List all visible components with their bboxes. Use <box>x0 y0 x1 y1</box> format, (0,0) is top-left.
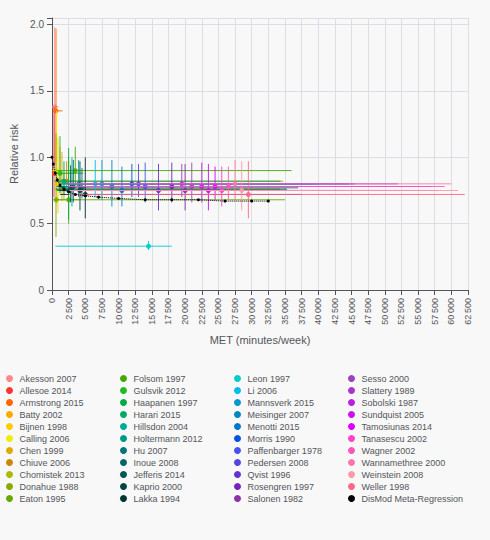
svg-text:20 000: 20 000 <box>180 298 190 325</box>
svg-text:0.5: 0.5 <box>30 218 44 229</box>
svg-text:45 000: 45 000 <box>347 298 357 325</box>
svg-text:MET (minutes/week): MET (minutes/week) <box>210 334 311 346</box>
svg-text:2 500: 2 500 <box>64 298 74 320</box>
svg-text:Haapanen 1997: Haapanen 1997 <box>134 398 198 408</box>
svg-text:Lakka 1994: Lakka 1994 <box>134 494 181 504</box>
svg-text:5 000: 5 000 <box>80 298 90 320</box>
svg-text:Eaton 1995: Eaton 1995 <box>20 494 66 504</box>
svg-text:Paffenbarger 1978: Paffenbarger 1978 <box>248 446 322 456</box>
svg-text:32 500: 32 500 <box>263 298 273 325</box>
svg-text:Wannamethree 2000: Wannamethree 2000 <box>362 458 446 468</box>
svg-text:Weinstein 2008: Weinstein 2008 <box>362 470 424 480</box>
svg-text:52 500: 52 500 <box>396 298 406 325</box>
svg-text:Donahue 1988: Donahue 1988 <box>20 482 79 492</box>
svg-text:Chen 1999: Chen 1999 <box>20 446 64 456</box>
svg-text:Menotti 2015: Menotti 2015 <box>248 422 300 432</box>
svg-text:Rosengren 1997: Rosengren 1997 <box>248 482 315 492</box>
svg-text:Tanasescu 2002: Tanasescu 2002 <box>362 434 428 444</box>
svg-text:Harari 2015: Harari 2015 <box>134 410 181 420</box>
svg-text:Armstrong 2015: Armstrong 2015 <box>20 398 84 408</box>
svg-text:Slattery 1989: Slattery 1989 <box>362 386 415 396</box>
svg-text:Tamosiunas 2014: Tamosiunas 2014 <box>362 422 433 432</box>
svg-text:Morris 1990: Morris 1990 <box>248 434 296 444</box>
svg-text:Relative risk: Relative risk <box>8 124 20 184</box>
svg-text:15 000: 15 000 <box>147 298 157 325</box>
svg-text:2.0: 2.0 <box>30 19 44 30</box>
svg-text:Calling 2006: Calling 2006 <box>20 434 70 444</box>
svg-text:40 000: 40 000 <box>313 298 323 325</box>
svg-text:Meisinger 2007: Meisinger 2007 <box>248 410 310 420</box>
svg-text:Sundquist 2005: Sundquist 2005 <box>362 410 425 420</box>
svg-text:57 500: 57 500 <box>430 298 440 325</box>
svg-text:Li 2006: Li 2006 <box>248 386 278 396</box>
svg-text:Hu 2007: Hu 2007 <box>134 446 168 456</box>
svg-text:0: 0 <box>38 285 44 296</box>
svg-text:Hillsdon 2004: Hillsdon 2004 <box>134 422 189 432</box>
svg-text:55 000: 55 000 <box>413 298 423 325</box>
svg-text:37 500: 37 500 <box>297 298 307 325</box>
svg-text:Gulsvik 2012: Gulsvik 2012 <box>134 386 186 396</box>
svg-text:1.0: 1.0 <box>30 152 44 163</box>
svg-text:Akesson 2007: Akesson 2007 <box>20 374 77 384</box>
svg-text:17 500: 17 500 <box>163 298 173 325</box>
svg-text:DisMod Meta-Regression: DisMod Meta-Regression <box>362 494 464 504</box>
svg-text:12 500: 12 500 <box>130 298 140 325</box>
svg-text:22 500: 22 500 <box>197 298 207 325</box>
svg-text:47 500: 47 500 <box>363 298 373 325</box>
svg-text:25 000: 25 000 <box>213 298 223 325</box>
svg-text:1.5: 1.5 <box>30 85 44 96</box>
svg-text:Mannsverk 2015: Mannsverk 2015 <box>248 398 315 408</box>
svg-text:Weller 1998: Weller 1998 <box>362 482 410 492</box>
svg-text:Leon 1997: Leon 1997 <box>248 374 291 384</box>
svg-text:30 000: 30 000 <box>247 298 257 325</box>
svg-text:27 500: 27 500 <box>230 298 240 325</box>
svg-text:Sesso 2000: Sesso 2000 <box>362 374 410 384</box>
svg-text:35 000: 35 000 <box>280 298 290 325</box>
svg-text:Chiuve 2006: Chiuve 2006 <box>20 458 71 468</box>
svg-text:Jefferis 2014: Jefferis 2014 <box>134 470 185 480</box>
svg-text:Kaprio 2000: Kaprio 2000 <box>134 482 183 492</box>
svg-text:Holtermann 2012: Holtermann 2012 <box>134 434 203 444</box>
svg-text:Folsom 1997: Folsom 1997 <box>134 374 186 384</box>
svg-text:Bijnen 1998: Bijnen 1998 <box>20 422 68 432</box>
svg-text:62 500: 62 500 <box>463 298 473 325</box>
svg-text:50 000: 50 000 <box>380 298 390 325</box>
svg-text:60 000: 60 000 <box>446 298 456 325</box>
svg-text:Batty 2002: Batty 2002 <box>20 410 63 420</box>
svg-text:Qvist 1996: Qvist 1996 <box>248 470 291 480</box>
svg-text:Inoue 2008: Inoue 2008 <box>134 458 179 468</box>
svg-text:7 500: 7 500 <box>97 298 107 320</box>
svg-text:10 000: 10 000 <box>114 298 124 325</box>
svg-text:Sobolski 1987: Sobolski 1987 <box>362 398 419 408</box>
svg-text:Wagner 2002: Wagner 2002 <box>362 446 416 456</box>
svg-text:Allesoe 2014: Allesoe 2014 <box>20 386 72 396</box>
svg-text:Chomistek 2013: Chomistek 2013 <box>20 470 85 480</box>
svg-text:42 500: 42 500 <box>330 298 340 325</box>
svg-text:Pedersen 2008: Pedersen 2008 <box>248 458 309 468</box>
svg-text:Salonen 1982: Salonen 1982 <box>248 494 304 504</box>
svg-text:0: 0 <box>47 298 57 303</box>
